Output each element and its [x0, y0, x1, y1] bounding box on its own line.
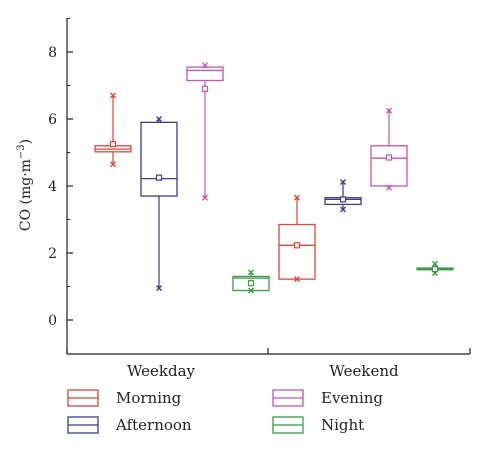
extreme-marker — [248, 269, 254, 276]
legend-item-afternoon: Afternoon — [67, 416, 192, 434]
x-axis-ticks: Weekday Weekend — [66, 348, 471, 380]
box-night-weekday — [232, 269, 270, 294]
extreme-marker — [432, 260, 438, 267]
iqr-box — [370, 145, 408, 187]
extreme-marker — [340, 178, 346, 185]
box-series — [94, 62, 454, 294]
legend-label: Morning — [116, 389, 182, 407]
y-tick-label: 6 — [48, 112, 57, 128]
box-afternoon-weekday — [140, 116, 178, 292]
y-axis-ticks: 0 2 4 6 8 — [48, 18, 73, 329]
extreme-marker — [386, 107, 392, 114]
extreme-marker — [248, 287, 254, 294]
extreme-marker — [340, 206, 346, 213]
mean-marker — [155, 174, 163, 181]
x-category-label: Weekend — [329, 362, 399, 380]
y-tick-label: 4 — [48, 179, 57, 195]
mean-marker — [109, 141, 117, 148]
mean-marker — [385, 154, 393, 161]
y-tick-label: 8 — [48, 45, 57, 61]
mean-marker — [293, 242, 301, 249]
box-afternoon-weekend — [324, 178, 362, 213]
mean-marker — [247, 280, 255, 287]
extreme-marker — [110, 161, 116, 168]
iqr-box — [278, 223, 316, 280]
legend-label: Afternoon — [115, 416, 192, 434]
x-category-label: Weekday — [127, 362, 196, 380]
box-morning-weekday — [94, 92, 132, 168]
y-axis-label: CO (mg·m−3) — [16, 139, 34, 231]
box-morning-weekend — [278, 194, 316, 283]
y-axis-label-superscript: −3 — [16, 144, 27, 159]
mean-marker — [431, 265, 439, 273]
extreme-marker — [202, 194, 208, 201]
y-tick-label: 2 — [48, 246, 57, 262]
mean-marker — [339, 196, 347, 203]
box-evening-weekday — [186, 62, 224, 201]
legend-label: Night — [321, 416, 364, 434]
legend-item-morning: Morning — [67, 389, 182, 407]
extreme-marker — [156, 285, 162, 292]
legend-label: Evening — [321, 389, 383, 407]
iqr-box — [186, 66, 224, 82]
plot-area — [66, 18, 470, 355]
extreme-marker — [294, 276, 300, 283]
extreme-marker — [386, 184, 392, 191]
extreme-marker — [110, 92, 116, 99]
iqr-box — [140, 121, 178, 197]
y-tick-label: 0 — [48, 313, 57, 329]
box-night-weekend — [416, 260, 454, 277]
mean-marker — [201, 85, 209, 92]
legend: Morning Afternoon Evening Night — [67, 389, 383, 434]
legend-item-night: Night — [272, 416, 364, 434]
extreme-marker — [294, 194, 300, 201]
y-axis-label-close: ) — [18, 139, 34, 144]
extreme-marker — [156, 116, 162, 122]
legend-item-evening: Evening — [272, 389, 383, 407]
box-evening-weekend — [370, 107, 408, 191]
extreme-marker — [202, 62, 208, 69]
